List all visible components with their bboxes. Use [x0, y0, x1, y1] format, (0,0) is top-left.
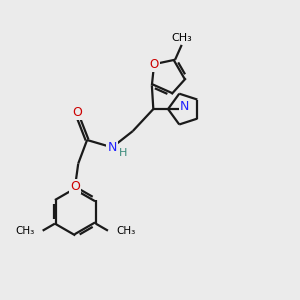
Text: CH₃: CH₃ — [116, 226, 135, 236]
Text: N: N — [180, 100, 189, 113]
Text: N: N — [107, 141, 117, 154]
Text: CH₃: CH₃ — [171, 33, 192, 43]
Text: CH₃: CH₃ — [15, 226, 34, 236]
Text: O: O — [149, 58, 159, 71]
Text: H: H — [119, 148, 128, 158]
Text: O: O — [70, 180, 80, 193]
Text: O: O — [72, 106, 82, 119]
